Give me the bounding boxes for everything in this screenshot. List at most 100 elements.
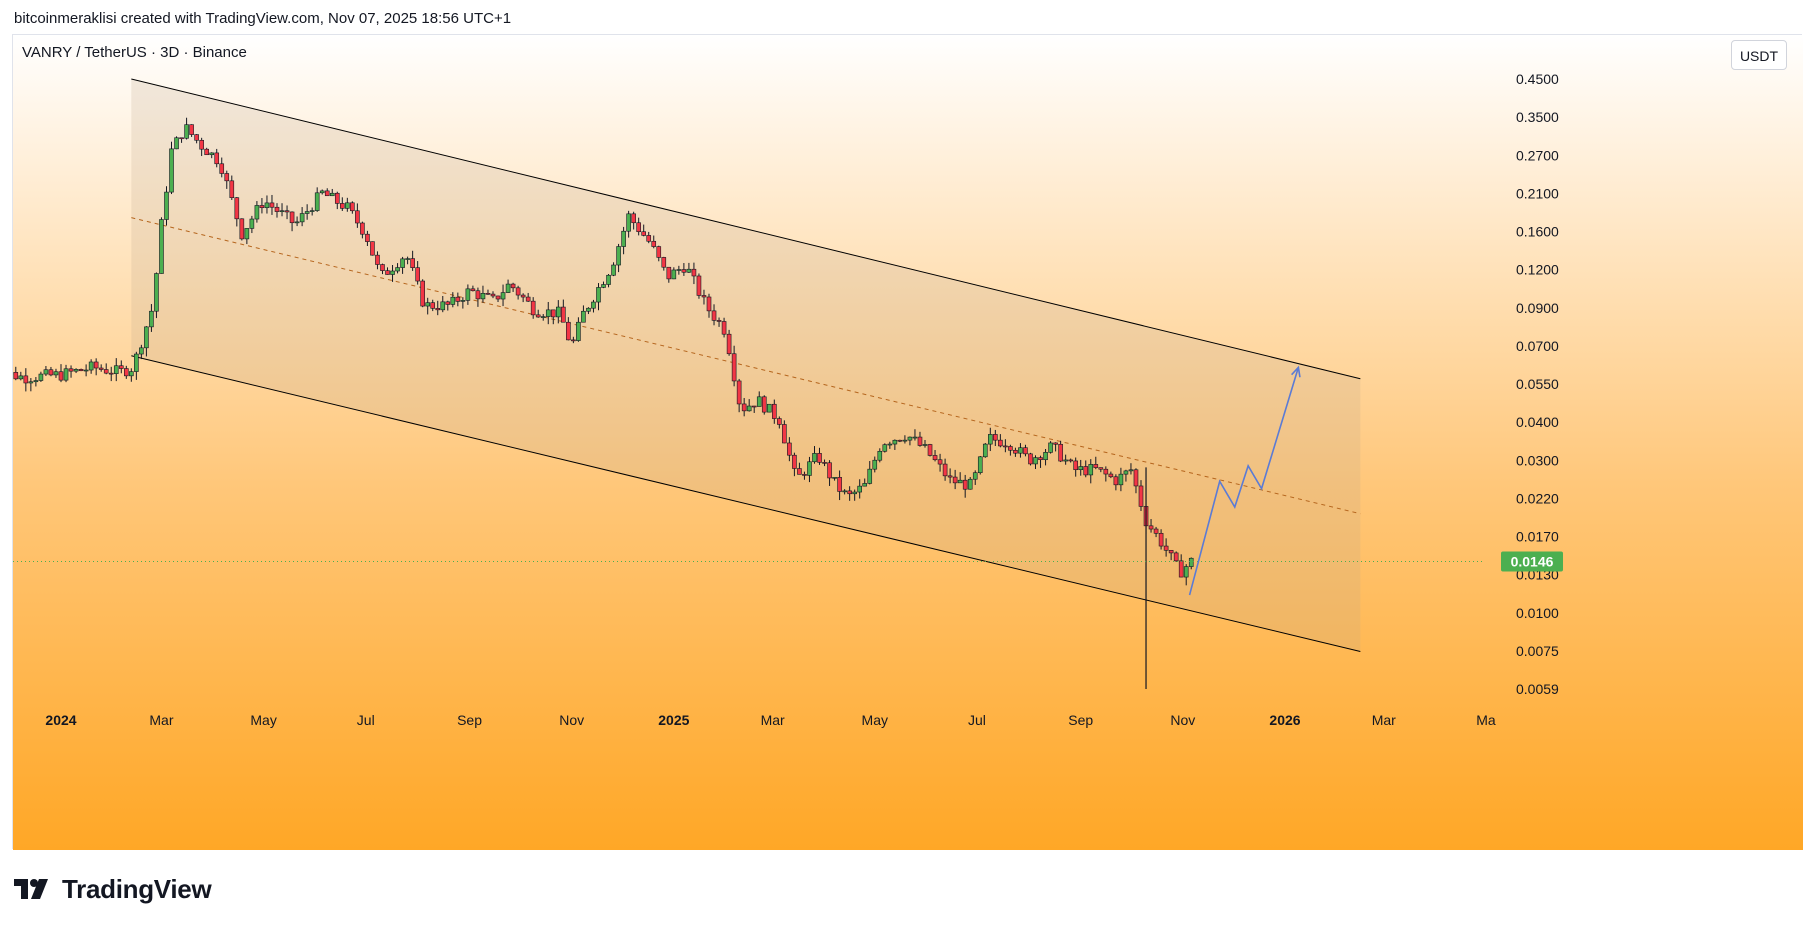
- candle[interactable]: [766, 403, 772, 413]
- candle[interactable]: [721, 321, 727, 335]
- candle[interactable]: [1043, 452, 1048, 461]
- projection-path[interactable]: [1188, 367, 1300, 596]
- candle[interactable]: [671, 269, 677, 280]
- candle[interactable]: [375, 254, 380, 265]
- candle[interactable]: [1128, 469, 1134, 472]
- candle[interactable]: [1118, 473, 1124, 486]
- candle[interactable]: [761, 396, 767, 413]
- candle[interactable]: [520, 294, 526, 298]
- candle[interactable]: [139, 347, 144, 355]
- candle[interactable]: [159, 219, 164, 274]
- candle[interactable]: [777, 418, 782, 425]
- candle[interactable]: [972, 472, 978, 480]
- candle[interactable]: [355, 210, 360, 224]
- candle[interactable]: [1148, 525, 1154, 530]
- candle[interactable]: [581, 310, 586, 323]
- candle[interactable]: [425, 302, 430, 307]
- candle[interactable]: [1033, 457, 1038, 465]
- candle[interactable]: [455, 296, 461, 302]
- candle[interactable]: [350, 202, 355, 212]
- candle[interactable]: [58, 371, 64, 381]
- candle[interactable]: [756, 396, 762, 407]
- candle[interactable]: [1168, 549, 1174, 554]
- candle[interactable]: [641, 231, 646, 236]
- chart-pane[interactable]: 0.4500 0.3500 0.2700 0.2100 0.1600 0.1200 0.09…: [12, 34, 1803, 850]
- candle[interactable]: [525, 296, 531, 302]
- candle[interactable]: [797, 468, 802, 475]
- candle[interactable]: [445, 301, 451, 305]
- channel-mid-dashed-line[interactable]: [131, 217, 1361, 515]
- candle[interactable]: [1103, 468, 1109, 475]
- candle[interactable]: [1113, 476, 1119, 486]
- candle[interactable]: [842, 490, 847, 493]
- candle[interactable]: [706, 296, 712, 312]
- candle[interactable]: [545, 309, 551, 317]
- candle[interactable]: [334, 192, 340, 204]
- candle[interactable]: [1068, 459, 1073, 462]
- candle[interactable]: [515, 287, 521, 296]
- candle[interactable]: [1078, 466, 1084, 471]
- candle[interactable]: [726, 333, 732, 355]
- candle[interactable]: [1083, 466, 1089, 476]
- candle[interactable]: [967, 478, 973, 490]
- candle[interactable]: [1108, 473, 1114, 478]
- candle[interactable]: [194, 134, 199, 141]
- candle[interactable]: [681, 269, 687, 273]
- candle[interactable]: [907, 436, 913, 441]
- candle[interactable]: [631, 213, 636, 224]
- candle[interactable]: [274, 206, 280, 212]
- candle[interactable]: [345, 202, 350, 209]
- candle[interactable]: [957, 479, 963, 484]
- candle[interactable]: [118, 365, 124, 369]
- candle[interactable]: [470, 288, 476, 292]
- candle[interactable]: [1048, 442, 1053, 453]
- channel-lower-line[interactable]: [131, 355, 1361, 653]
- candle[interactable]: [1008, 446, 1013, 451]
- candle[interactable]: [952, 476, 958, 484]
- candle[interactable]: [540, 316, 546, 318]
- candle[interactable]: [932, 455, 938, 461]
- candle[interactable]: [1063, 459, 1068, 462]
- candle[interactable]: [792, 454, 797, 469]
- candle[interactable]: [204, 148, 209, 156]
- candle[interactable]: [124, 368, 129, 377]
- candle[interactable]: [98, 367, 104, 370]
- candle[interactable]: [817, 453, 822, 463]
- candle[interactable]: [561, 306, 566, 323]
- candle[interactable]: [782, 424, 787, 444]
- candle[interactable]: [993, 434, 998, 441]
- candle[interactable]: [988, 434, 993, 445]
- candle[interactable]: [380, 264, 385, 271]
- candle[interactable]: [73, 369, 79, 372]
- candle[interactable]: [299, 213, 305, 223]
- candle[interactable]: [962, 479, 968, 490]
- candle[interactable]: [450, 296, 456, 305]
- candle[interactable]: [390, 270, 395, 275]
- candle[interactable]: [1013, 449, 1018, 454]
- candle[interactable]: [179, 137, 184, 140]
- candle[interactable]: [1038, 457, 1043, 461]
- candle[interactable]: [164, 191, 169, 220]
- candle[interactable]: [78, 369, 84, 372]
- candle[interactable]: [269, 202, 275, 208]
- candle[interactable]: [596, 287, 601, 303]
- candle[interactable]: [571, 339, 576, 342]
- candle[interactable]: [691, 268, 697, 277]
- candle[interactable]: [249, 218, 255, 229]
- candle[interactable]: [867, 468, 873, 484]
- candle[interactable]: [319, 190, 325, 194]
- candle[interactable]: [113, 365, 119, 374]
- candle[interactable]: [385, 270, 390, 275]
- candle[interactable]: [1183, 566, 1189, 578]
- candle[interactable]: [1098, 467, 1104, 470]
- candle[interactable]: [857, 485, 862, 493]
- candle[interactable]: [505, 283, 511, 293]
- candle[interactable]: [420, 280, 425, 307]
- candle[interactable]: [510, 283, 516, 289]
- candle[interactable]: [807, 461, 812, 476]
- candle[interactable]: [1058, 443, 1063, 462]
- candle[interactable]: [1138, 485, 1144, 507]
- candle[interactable]: [746, 405, 752, 412]
- candle[interactable]: [405, 258, 410, 260]
- candle[interactable]: [23, 375, 29, 384]
